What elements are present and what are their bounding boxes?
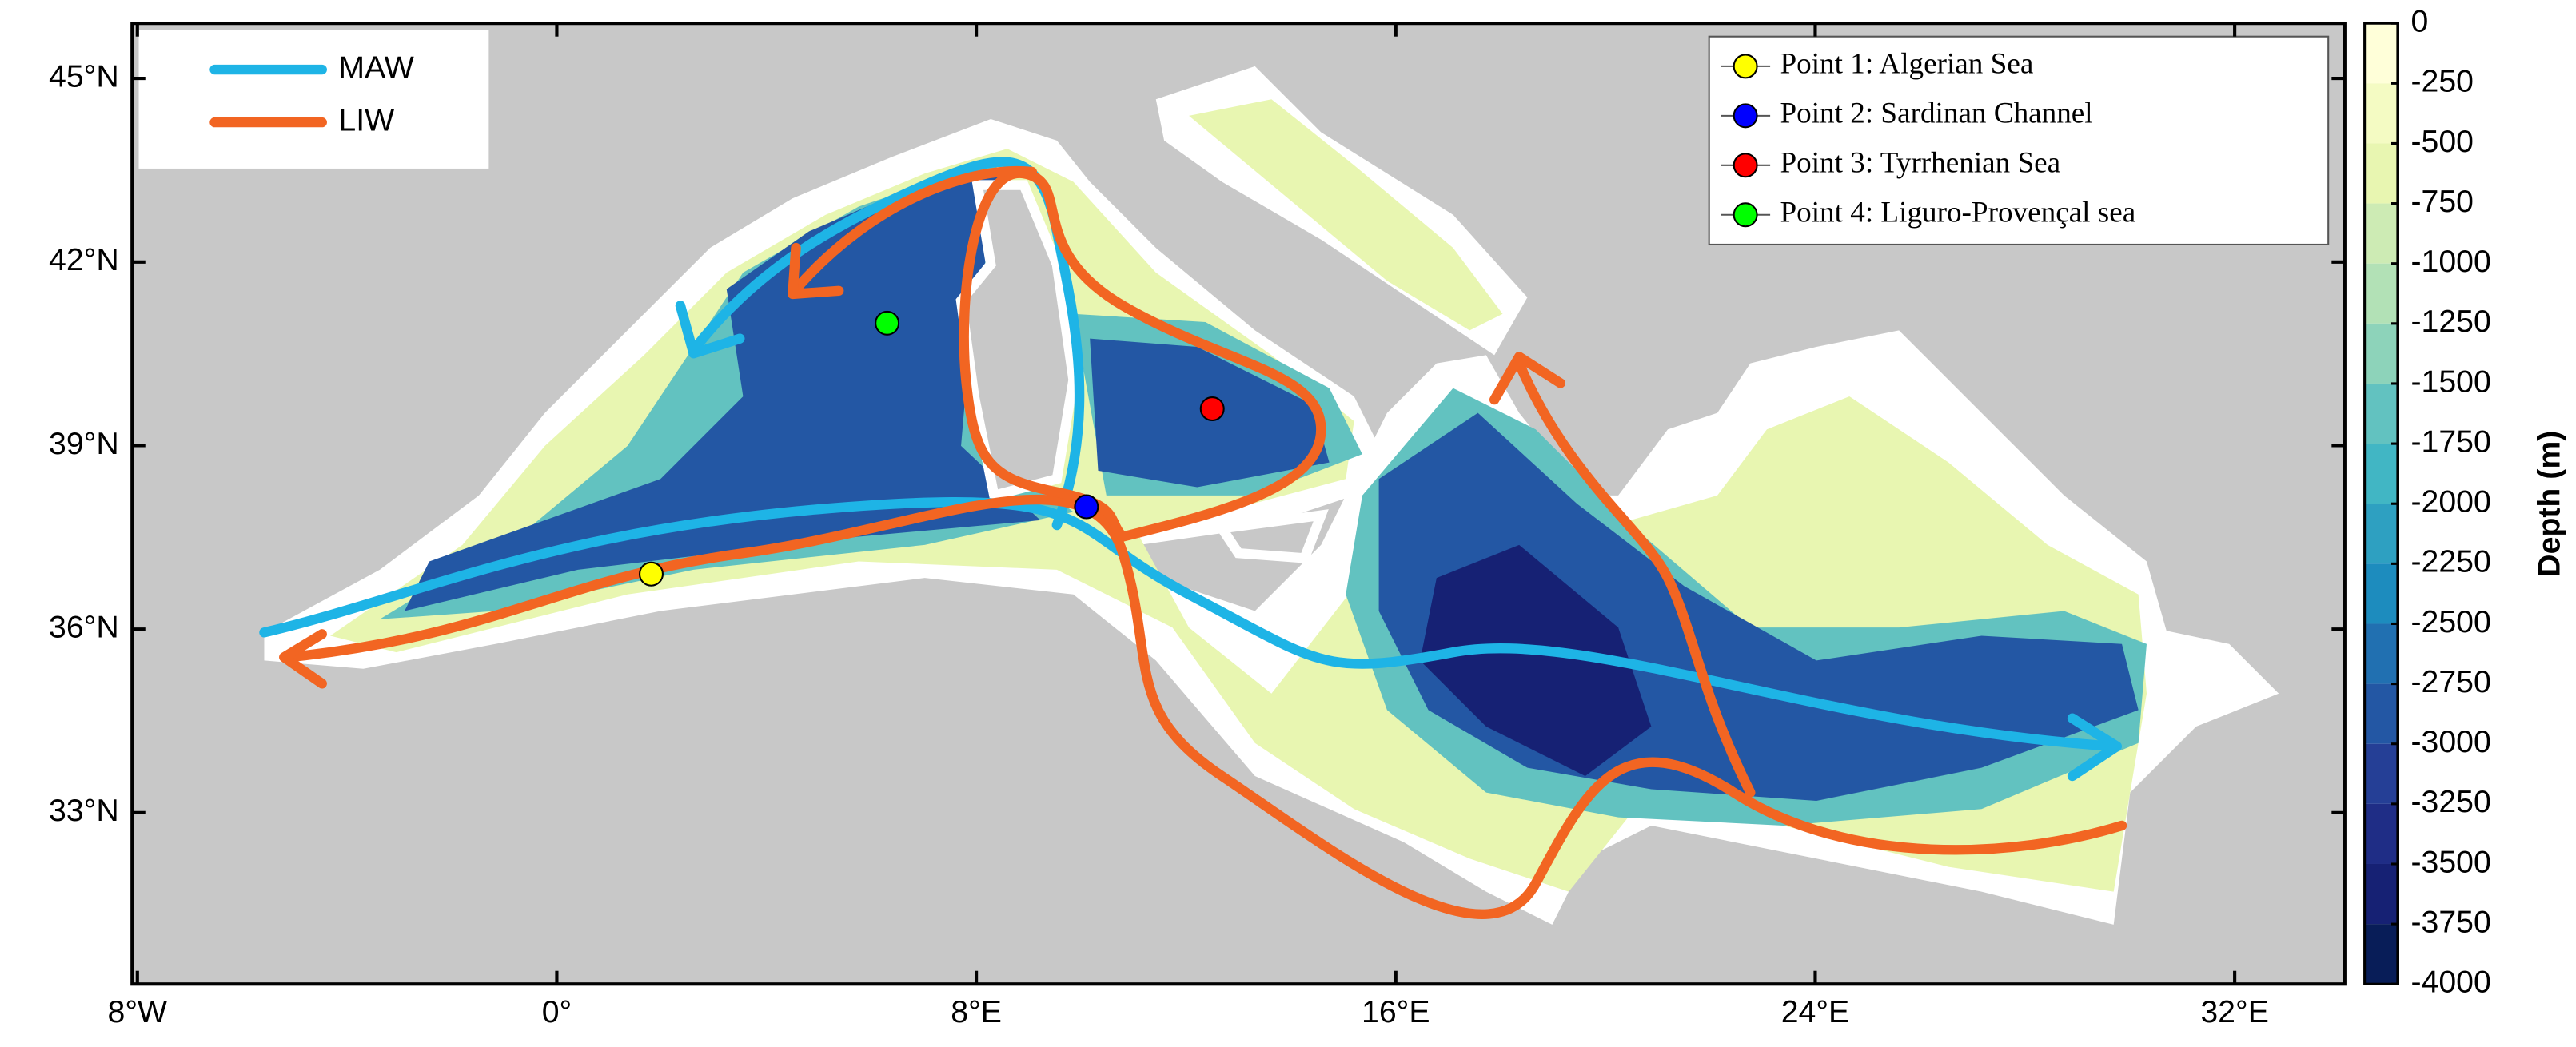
colorbar-band — [2364, 203, 2398, 264]
deepest-basin — [1420, 544, 1652, 777]
legend-marker — [1733, 202, 1758, 228]
current-path — [959, 168, 1326, 542]
colorbar-tick-label: -1750 — [2411, 424, 2490, 459]
colorbar-tick-label: -4000 — [2411, 965, 2490, 1000]
colorbar: 0 -250 -500 -750 -1000 -1250 -1500 -1750 -2000 -2… — [2363, 4, 2491, 1000]
legend-label: Point 4: Liguro-Provençal sea — [1780, 196, 2135, 229]
y-tick-label: 45°N — [49, 58, 119, 94]
colorbar-tick-label: -250 — [2411, 64, 2474, 99]
point — [1074, 494, 1099, 520]
colorbar-band — [2364, 683, 2398, 744]
shelf — [1189, 99, 1503, 331]
x-tick-label: 8°E — [951, 994, 1002, 1029]
x-tick-label: 24°E — [1781, 994, 1850, 1029]
colorbar-tick-label: -2250 — [2411, 544, 2490, 579]
point — [639, 561, 664, 587]
point — [1199, 396, 1225, 422]
legends: MAW LIW Point 1: Algerian Sea Point 2: Sard… — [209, 47, 2135, 229]
x-tick-label: 32°E — [2200, 994, 2269, 1029]
axes-frame — [130, 22, 2347, 986]
colorbar-band — [2364, 383, 2398, 444]
colorbar-tick-label: -1250 — [2411, 304, 2490, 339]
colorbar-tick-label: -500 — [2411, 124, 2474, 159]
current-arrow — [279, 629, 327, 689]
colorbar-band — [2364, 83, 2398, 144]
legend-label: MAW — [338, 50, 413, 85]
y-tick-label: 36°N — [49, 610, 119, 645]
colorbar-band — [2364, 803, 2398, 864]
colorbar-band — [2364, 323, 2398, 384]
colorbar-tick-label: -2000 — [2411, 484, 2490, 520]
colorbar-band — [2364, 143, 2398, 204]
y-tick-label: 42°N — [49, 242, 119, 277]
current-path — [284, 494, 2127, 920]
point-legend — [1708, 35, 2330, 245]
legend-label: LIW — [338, 102, 394, 137]
colorbar-tick-label: 0 — [2411, 4, 2428, 39]
colorbar-band — [2364, 23, 2398, 84]
current-path — [259, 496, 2119, 752]
axes: 8°W 0° 8°E 16°E 24°E 32°E 33°N 36°N 39°N 42°N 45°N — [49, 23, 2345, 1029]
current-legend — [138, 30, 489, 169]
colorbar-band — [2364, 863, 2398, 925]
colorbar-band — [2364, 444, 2398, 504]
colorbar-tick-label: -3500 — [2411, 844, 2490, 879]
island — [1213, 509, 1329, 563]
y-tick-label: 39°N — [49, 426, 119, 461]
colorbar-tick-label: -3250 — [2411, 784, 2490, 819]
current-arrow — [788, 242, 844, 300]
colorbar-band — [2364, 623, 2398, 684]
current-arrow — [675, 301, 745, 359]
colorbar-tick-label: -1000 — [2411, 244, 2490, 279]
colorbar-tick-label: -3750 — [2411, 904, 2490, 939]
colorbar-tick-label: -750 — [2411, 184, 2474, 219]
points — [639, 310, 1225, 587]
colorbar-tick-label: -2750 — [2411, 664, 2490, 699]
legend-label: Point 2: Sardinan Channel — [1780, 97, 2092, 129]
legend-label: Point 3: Tyrrhenian Sea — [1780, 146, 2060, 179]
legend-marker — [1733, 103, 1758, 129]
colorbar-tick-label: -1500 — [2411, 364, 2490, 399]
x-tick-label: 8°W — [108, 994, 168, 1029]
point — [875, 310, 900, 336]
legend-label: Point 1: Algerian Sea — [1780, 47, 2033, 80]
colorbar-band — [2364, 743, 2398, 804]
colorbar-label: Depth (m) — [2531, 431, 2566, 577]
colorbar-band — [2364, 263, 2398, 324]
x-tick-label: 16°E — [1362, 994, 1430, 1029]
legend-marker — [1733, 153, 1758, 178]
current-path — [1513, 358, 1756, 798]
colorbar-band — [2364, 504, 2398, 564]
colorbar-band — [2364, 563, 2398, 624]
colorbar-tick-label: -2500 — [2411, 604, 2490, 639]
current-path — [791, 165, 1038, 294]
x-tick-label: 0° — [542, 994, 572, 1029]
current-arrow — [2067, 713, 2123, 782]
colorbar-tick-label: -3000 — [2411, 724, 2490, 759]
y-tick-label: 33°N — [49, 793, 119, 828]
colorbar-band — [2364, 924, 2398, 985]
current-arrow — [1489, 352, 1565, 405]
legend-marker — [1733, 54, 1758, 79]
